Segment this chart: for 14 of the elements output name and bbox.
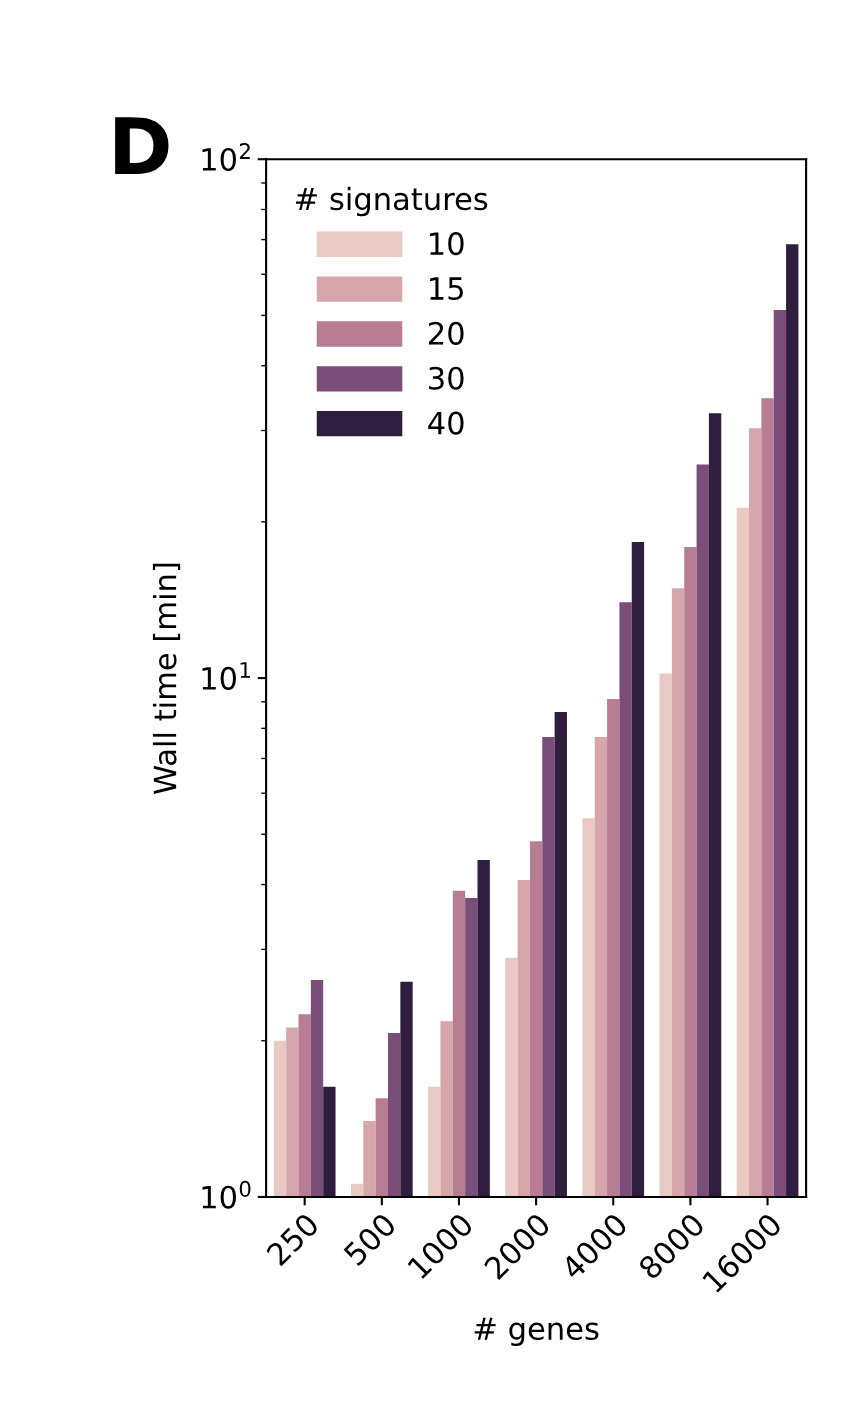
y-axis-title: Wall time [min] — [152, 563, 181, 794]
text: D — [115, 117, 169, 175]
legend-label: 10 — [430, 232, 464, 256]
x-axis-title: # genes — [474, 1317, 599, 1347]
y-tick-label: 10$^{0}$ — [202, 1180, 251, 1209]
legend-label: 20 — [428, 321, 464, 345]
legend-title: # signatures — [295, 186, 488, 217]
x-tick-label: 250 — [265, 1211, 320, 1267]
legend-label: 40 — [428, 411, 464, 435]
legend-label: 30 — [429, 366, 464, 390]
legend-label: 15 — [430, 277, 463, 301]
y-tick-label: 10$^{1}$ — [202, 662, 250, 690]
x-tick-label: 500 — [342, 1211, 398, 1267]
y-tick-label: 10$^{2}$ — [202, 143, 250, 172]
